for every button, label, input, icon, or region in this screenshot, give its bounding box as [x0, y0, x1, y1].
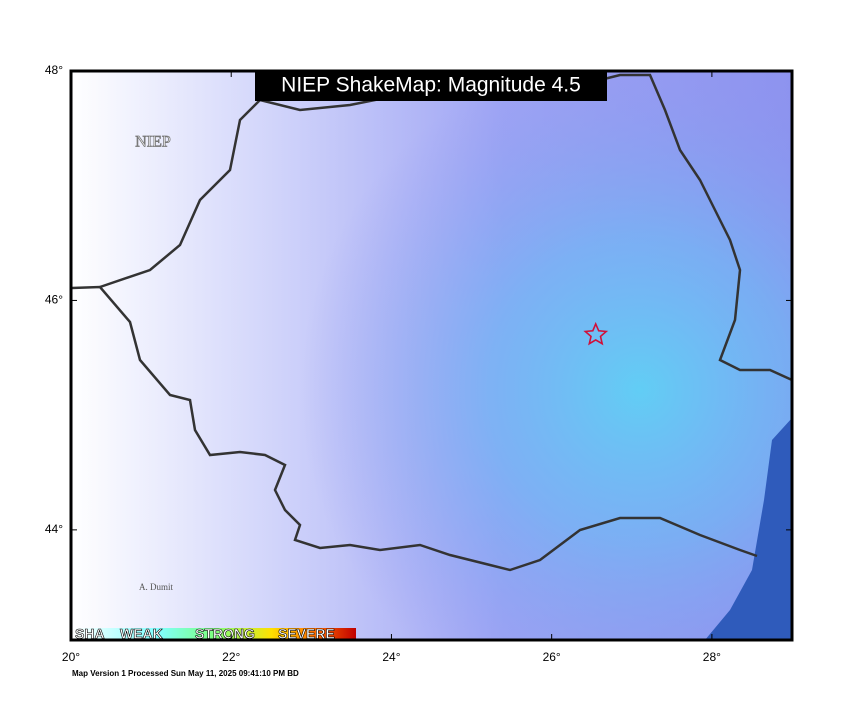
legend-label: SHA — [75, 626, 105, 642]
legend-label: STRONG — [195, 626, 255, 642]
legend-label: WEAK — [120, 626, 163, 642]
x-tick-label: 26° — [543, 650, 561, 664]
x-tick-label: 28° — [703, 650, 721, 664]
border — [71, 285, 758, 572]
legend-bar — [74, 628, 356, 640]
watermark: NIEP — [135, 134, 171, 151]
footer: Map Version 1 Processed Sun May 11, 2025… — [72, 669, 299, 678]
map-area — [71, 71, 792, 640]
black-sea — [705, 418, 792, 640]
y-tick-label: 44° — [45, 522, 63, 536]
y-tick-label: 48° — [45, 63, 63, 77]
legend-label: SEVERE — [278, 626, 335, 642]
x-tick-label: 22° — [222, 650, 240, 664]
epicenter — [583, 321, 609, 346]
intensity-field — [71, 71, 792, 640]
x-tick-label: 24° — [382, 650, 400, 664]
legend: SHA WEAK STRONG SEVERE — [75, 625, 335, 642]
title-box — [255, 71, 607, 101]
x-tick-label: 20° — [62, 650, 80, 664]
axes: 20° 22° 24° 26° 28° 44° 46° 48° — [45, 63, 792, 664]
credit: A. Dumit — [139, 582, 174, 592]
y-tick-label: 46° — [45, 293, 63, 307]
title: NIEP ShakeMap: Magnitude 4.5 — [281, 74, 581, 97]
